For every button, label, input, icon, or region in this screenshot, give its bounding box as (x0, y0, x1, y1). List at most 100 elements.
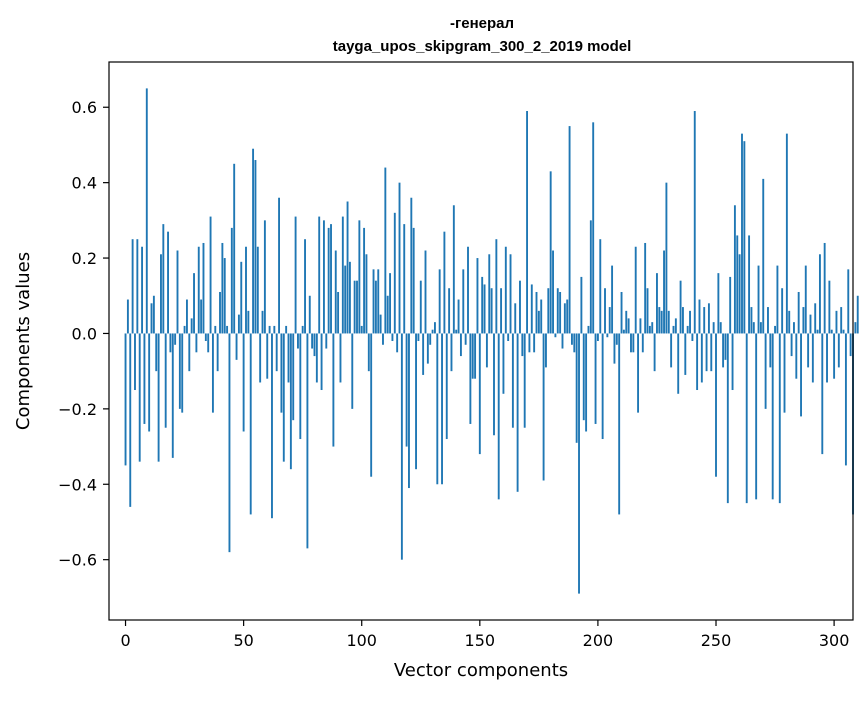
bar (301, 325, 304, 334)
bar (644, 242, 647, 334)
bar (575, 333, 578, 443)
bar (785, 133, 788, 334)
bar (663, 250, 665, 334)
bar (169, 333, 172, 353)
bar (717, 273, 720, 334)
bar (573, 333, 576, 353)
bar (280, 333, 283, 413)
bar (606, 333, 609, 338)
bar (252, 148, 255, 334)
bar (830, 329, 833, 334)
bar (625, 310, 628, 334)
bar (790, 333, 793, 357)
bar (682, 307, 684, 334)
bar (254, 160, 257, 334)
bar (809, 314, 812, 334)
x-tick-label: 50 (233, 631, 253, 650)
bar (797, 291, 800, 334)
x-tick-label: 150 (465, 631, 496, 650)
y-tick-label: −0.2 (58, 400, 97, 419)
bar (138, 333, 141, 462)
bar (450, 333, 453, 372)
bar (389, 273, 392, 334)
bar (382, 333, 384, 345)
bar (613, 333, 616, 364)
bar (715, 333, 717, 477)
bar (219, 291, 221, 334)
bar (391, 333, 394, 341)
y-tick-label: 0.0 (72, 324, 97, 343)
bar (441, 333, 443, 485)
bar (601, 333, 604, 440)
bar (630, 333, 632, 353)
bar (259, 333, 262, 383)
bar (835, 310, 838, 334)
bar (419, 280, 422, 334)
bar (677, 333, 680, 394)
bar (344, 265, 347, 334)
bar (781, 288, 784, 334)
bar (235, 333, 238, 360)
bar (776, 265, 779, 334)
bar (436, 333, 439, 485)
bar (455, 329, 458, 334)
bar (195, 333, 198, 353)
bar (689, 310, 691, 334)
bar (743, 141, 746, 334)
bar (459, 333, 462, 357)
bar (415, 333, 417, 470)
bar (160, 254, 162, 334)
bar (500, 288, 503, 334)
bar (556, 288, 559, 334)
bar (424, 250, 427, 334)
bar (483, 284, 486, 334)
bar (417, 333, 420, 341)
bar (651, 322, 654, 334)
bar (686, 325, 689, 334)
bar (821, 333, 824, 455)
bar (162, 224, 165, 334)
bar (594, 333, 597, 424)
bar (495, 239, 498, 334)
bar (637, 333, 640, 413)
bar (306, 333, 309, 549)
bar (528, 333, 531, 353)
bar (464, 333, 467, 345)
bar (634, 246, 637, 334)
bar (587, 325, 590, 334)
bar (816, 329, 819, 334)
bar (313, 333, 316, 357)
bar (287, 333, 290, 383)
bar (549, 171, 552, 334)
bar (802, 307, 805, 334)
bar (618, 333, 621, 515)
bar (698, 299, 701, 334)
bar (719, 322, 722, 334)
bar (171, 333, 174, 458)
bar (471, 333, 474, 379)
bar (854, 322, 857, 334)
bar (596, 333, 599, 341)
bar (679, 280, 682, 334)
bar (807, 333, 810, 368)
bar (552, 250, 554, 334)
bar (398, 182, 401, 334)
bar (542, 333, 545, 481)
bar (684, 333, 687, 375)
bar (504, 246, 507, 334)
bars-group (124, 88, 859, 594)
bar (632, 333, 635, 353)
bar (741, 133, 743, 334)
bar (261, 310, 264, 334)
bar (412, 227, 415, 334)
bar (814, 303, 817, 334)
bar (795, 333, 798, 379)
bar (833, 333, 836, 379)
bar (476, 258, 479, 334)
bar (608, 307, 611, 334)
bar (774, 325, 776, 334)
bar (431, 329, 434, 334)
bar (384, 167, 387, 334)
bar (268, 325, 271, 334)
plot-frame (108, 61, 854, 621)
